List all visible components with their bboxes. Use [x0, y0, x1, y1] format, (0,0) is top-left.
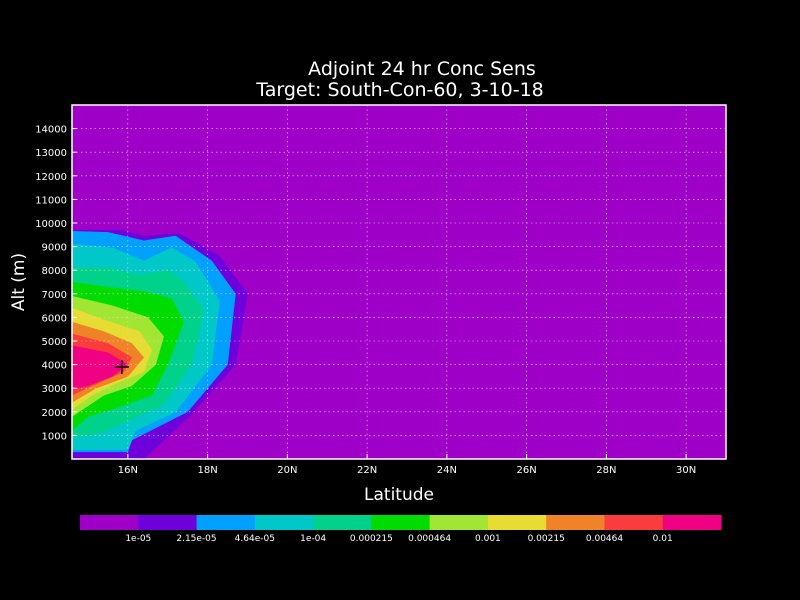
colorbar-level-label: 1e-05	[125, 534, 151, 544]
x-tick-label: 16N	[118, 465, 138, 476]
colorbar-swatch	[371, 515, 431, 530]
colorbar-swatch	[546, 515, 605, 530]
y-tick-label: 1000	[42, 431, 67, 442]
y-tick-label: 12000	[35, 172, 67, 183]
x-tick-label: 28N	[596, 465, 616, 476]
chart-title: Adjoint 24 hr Conc Sens	[308, 58, 536, 80]
colorbar-level-label: 0.00464	[586, 534, 623, 544]
y-axis-label: Alt (m)	[9, 253, 29, 311]
chart-subtitle: Target: South-Con-60, 3-10-18	[255, 79, 544, 101]
colorbar-level-label: 0.01	[653, 534, 673, 544]
x-tick-label: 22N	[357, 465, 377, 476]
colorbar-level-label: 4.64e-05	[235, 534, 275, 544]
colorbar-level-label: 2.15e-05	[176, 534, 216, 544]
x-tick-label: 18N	[197, 465, 217, 476]
target-marker	[114, 359, 129, 374]
colorbar-swatch	[254, 515, 314, 530]
colorbar-swatch	[196, 515, 256, 530]
colorbar-level-label: 0.000215	[350, 534, 393, 544]
colorbar-swatch	[80, 515, 139, 530]
contour-regions	[72, 229, 248, 459]
colorbar-swatch	[138, 515, 198, 530]
y-tick-label: 9000	[42, 243, 67, 254]
y-tick-label: 3000	[42, 384, 67, 395]
y-tick-label: 8000	[42, 266, 67, 277]
colorbar-swatch	[662, 515, 722, 530]
y-tick-label: 5000	[42, 337, 67, 348]
y-tick-label: 14000	[35, 125, 67, 136]
y-tick-label: 11000	[35, 195, 67, 206]
colorbar-swatch	[604, 515, 664, 530]
x-tick-label: 20N	[277, 465, 297, 476]
contour-region-level-10	[72, 345, 129, 390]
x-axis-ticks: 16N 18N 20N 22N 24N 26N 28N 30N	[118, 454, 696, 476]
y-tick-label: 6000	[42, 313, 67, 324]
colorbar-swatch	[429, 515, 489, 530]
x-tick-label: 30N	[676, 465, 696, 476]
colorbar-level-label: 1e-04	[300, 534, 326, 544]
y-tick-label: 7000	[42, 290, 67, 301]
colorbar-swatch	[313, 515, 372, 530]
colorbar-level-label: 0.001	[475, 534, 501, 544]
x-axis-label: Latitude	[364, 485, 434, 505]
x-tick-label: 24N	[437, 465, 457, 476]
y-tick-label: 13000	[35, 148, 67, 159]
colorbar-level-label: 0.00215	[528, 534, 565, 544]
y-axis-ticks: 1000 2000 3000 4000 5000 6000 7000 8000 9000 1000…	[35, 125, 77, 442]
colorbar-level-label: 0.000464	[408, 534, 451, 544]
y-tick-label: 2000	[42, 408, 67, 419]
colorbar-swatch	[487, 515, 547, 530]
grid-lines	[72, 105, 726, 459]
x-tick-label: 26N	[517, 465, 537, 476]
colorbar-labels: 1e-05 2.15e-05 4.64e-05 1e-04 0.000215 0.0004…	[125, 534, 672, 544]
colorbar	[80, 515, 722, 530]
plot-frame	[71, 104, 727, 460]
y-tick-label: 10000	[35, 219, 67, 230]
y-tick-label: 4000	[42, 361, 67, 372]
